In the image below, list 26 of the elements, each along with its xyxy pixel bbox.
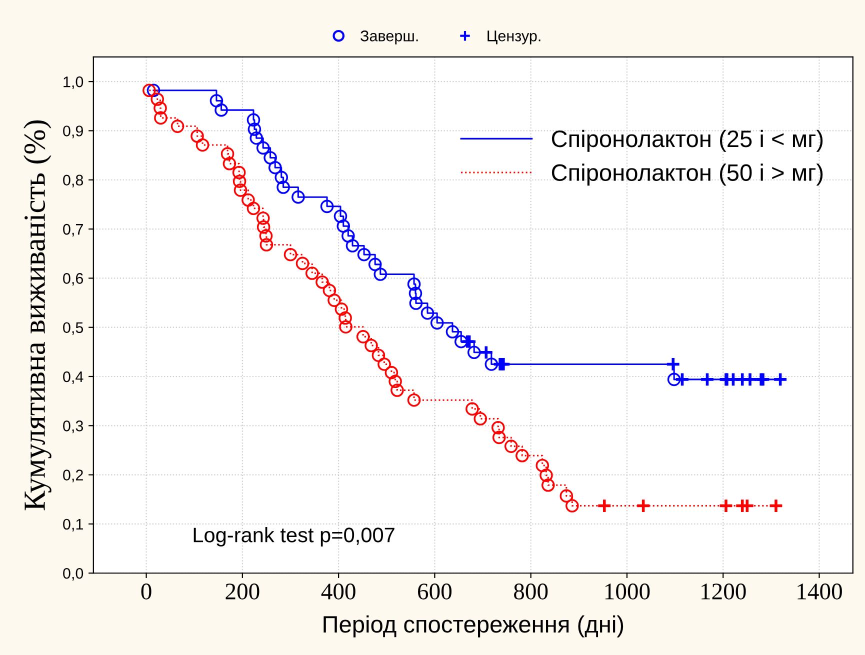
x-tick-label: 200 <box>226 584 260 600</box>
y-tick-label: 0,7 <box>63 224 83 237</box>
x-tick-label: 1400 <box>798 584 842 600</box>
legend-label: Цензур. <box>488 30 540 44</box>
x-tick-label: 800 <box>514 584 548 600</box>
y-tick-label: 0,6 <box>63 273 84 286</box>
y-tick-label: 0,4 <box>63 371 84 384</box>
x-axis-title: Період спостереження (дні) <box>324 615 624 638</box>
x-tick-label: 0 <box>141 584 152 600</box>
legend-label: Спіронолактон (50 і > мг) <box>552 164 823 186</box>
y-tick-label: 0,8 <box>63 174 84 188</box>
y-tick-label: 1,0 <box>64 76 84 90</box>
y-tick-label: 0,9 <box>63 126 83 138</box>
y-axis-title: Кумулятивна виживаність (%) <box>24 120 52 510</box>
x-tick-label: 1000 <box>605 584 650 600</box>
y-tick-label: 0,2 <box>63 470 83 482</box>
x-tick-label: 1200 <box>702 584 746 600</box>
y-tick-label: 0,5 <box>63 322 84 335</box>
x-tick-label: 600 <box>418 584 452 600</box>
legend-label: Заверш. <box>360 30 418 44</box>
annotation: Log-rank test p=0,007 <box>194 527 394 546</box>
legend-label: Спіронолактон (25 і < мг) <box>552 130 823 152</box>
y-tick-label: 0,3 <box>63 420 84 434</box>
y-tick-label: 0,0 <box>63 568 84 581</box>
y-tick-label: 0,1 <box>63 518 83 532</box>
x-tick-label: 400 <box>321 584 356 600</box>
